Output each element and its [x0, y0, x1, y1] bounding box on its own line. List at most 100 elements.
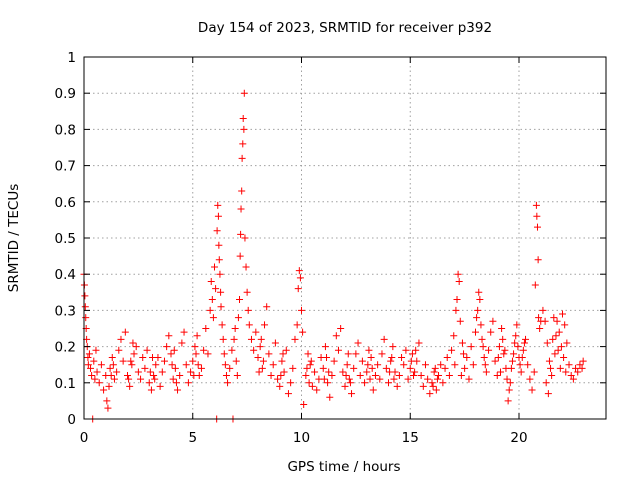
data-point — [280, 368, 288, 376]
data-point — [207, 277, 215, 285]
data-point — [576, 361, 584, 369]
data-point — [95, 379, 103, 387]
data-point — [395, 372, 403, 380]
data-point — [97, 361, 105, 369]
y-tick-label: 0 — [67, 412, 76, 428]
data-point — [547, 364, 555, 372]
data-point — [130, 350, 138, 358]
data-point — [550, 314, 558, 322]
data-point — [132, 343, 140, 351]
data-point — [489, 317, 497, 325]
data-point — [284, 390, 292, 398]
data-point — [115, 346, 123, 354]
data-point — [463, 353, 471, 361]
data-point — [441, 364, 449, 372]
data-point — [334, 346, 342, 354]
data-point — [517, 368, 525, 376]
data-point — [300, 401, 308, 409]
data-point — [497, 368, 505, 376]
data-point — [535, 314, 543, 322]
data-point — [279, 350, 287, 358]
data-point — [528, 386, 536, 394]
data-point — [228, 346, 236, 354]
data-point — [378, 350, 386, 358]
data-point — [565, 361, 573, 369]
data-point — [231, 325, 239, 332]
y-tick-label: 0.9 — [55, 86, 76, 102]
data-point — [454, 270, 462, 278]
data-point — [380, 335, 388, 343]
data-point — [271, 339, 279, 347]
x-tick-label: 0 — [80, 430, 89, 446]
data-point — [337, 325, 345, 332]
data-point — [461, 364, 469, 372]
data-point — [234, 314, 242, 322]
data-point — [293, 321, 301, 329]
data-point — [274, 375, 282, 383]
data-point — [82, 314, 90, 322]
data-point — [330, 357, 338, 365]
data-point — [237, 205, 245, 213]
data-point — [452, 306, 460, 314]
data-point — [193, 332, 201, 340]
data-point — [453, 296, 461, 304]
data-point — [103, 397, 111, 405]
data-point — [456, 317, 464, 325]
data-point — [541, 317, 549, 325]
data-point — [443, 353, 451, 361]
data-point — [278, 357, 286, 365]
data-point — [254, 353, 262, 361]
data-point — [408, 350, 416, 358]
data-point — [244, 306, 252, 314]
data-point — [510, 350, 518, 358]
data-point — [190, 372, 198, 380]
data-point — [237, 230, 245, 238]
data-point — [104, 404, 112, 412]
data-point — [460, 350, 468, 358]
data-point — [532, 201, 540, 209]
data-point — [350, 364, 358, 372]
data-point — [513, 321, 521, 329]
data-point — [364, 361, 372, 369]
data-point — [368, 364, 376, 372]
data-point — [259, 357, 267, 365]
data-point — [149, 353, 157, 361]
data-point — [84, 353, 92, 361]
data-point — [206, 306, 214, 314]
data-point — [321, 343, 329, 351]
data-point — [87, 364, 95, 372]
data-point — [457, 372, 465, 380]
data-point — [212, 285, 220, 293]
data-point — [216, 270, 224, 278]
data-point — [238, 187, 246, 195]
data-point — [520, 339, 528, 347]
data-point — [224, 379, 232, 387]
data-point — [107, 372, 115, 380]
data-point — [150, 372, 158, 380]
data-point — [485, 346, 493, 354]
data-point — [411, 368, 419, 376]
data-point — [344, 350, 352, 358]
data-point — [92, 346, 100, 354]
data-point — [189, 357, 197, 365]
data-point — [299, 328, 307, 336]
data-point — [569, 375, 577, 383]
data-point — [151, 375, 159, 383]
data-point — [217, 288, 225, 296]
data-point — [366, 375, 374, 383]
data-point — [424, 375, 432, 383]
data-point — [429, 382, 437, 390]
data-point — [421, 361, 429, 369]
data-point — [296, 274, 304, 282]
data-point — [556, 364, 564, 372]
data-point — [578, 364, 586, 372]
data-point — [174, 386, 182, 394]
data-point — [169, 375, 177, 383]
data-point — [209, 314, 217, 322]
data-point — [160, 357, 168, 365]
data-point — [302, 372, 310, 380]
data-point — [465, 375, 473, 383]
data-point — [250, 346, 258, 354]
data-point — [367, 353, 375, 361]
